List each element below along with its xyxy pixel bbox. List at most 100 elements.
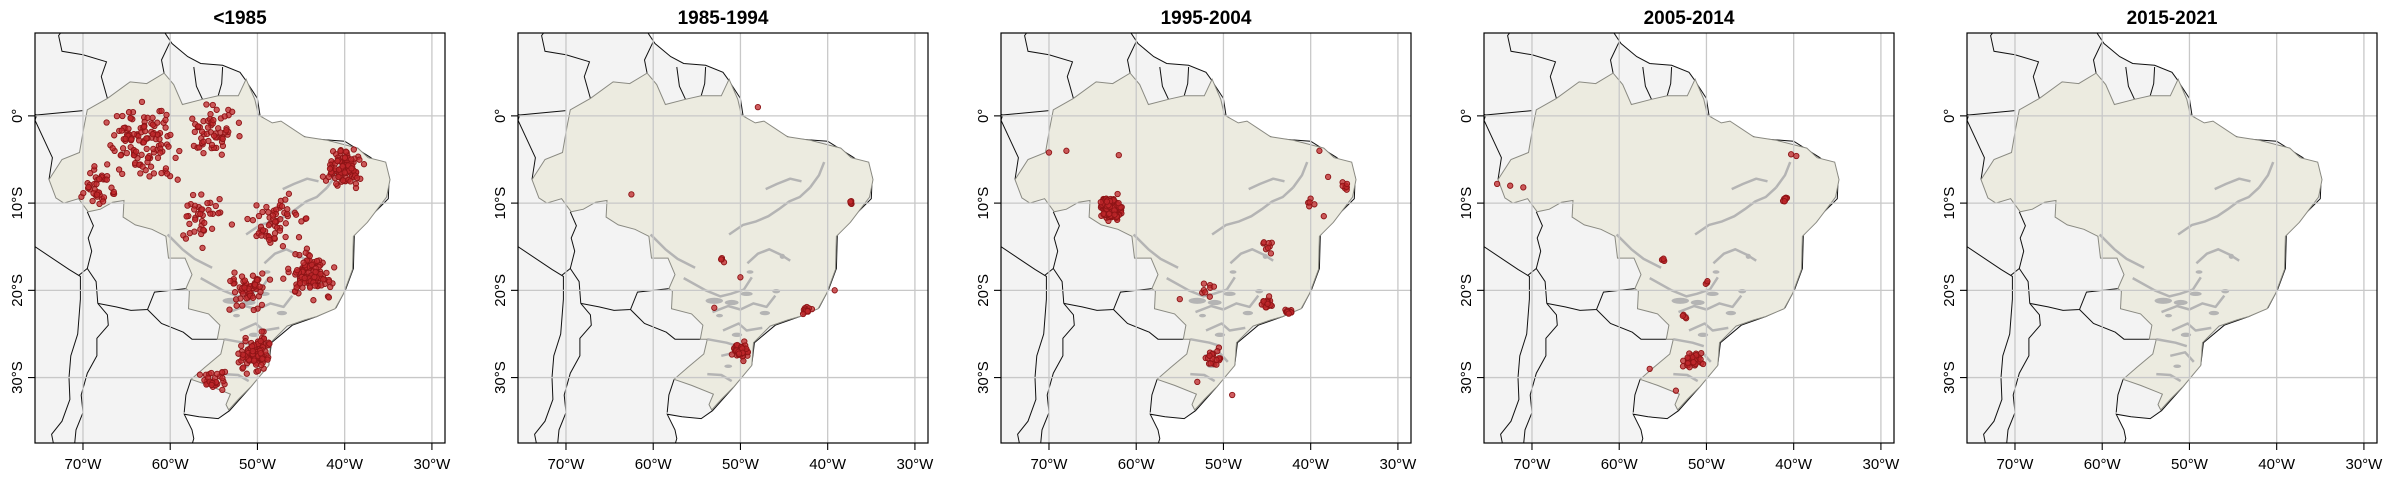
y-tick-label: 30°S bbox=[492, 361, 509, 394]
country-border bbox=[518, 110, 567, 180]
y-tick-label: 0° bbox=[1458, 109, 1475, 123]
reservoir bbox=[724, 299, 739, 306]
y-tick-label: 10°S bbox=[1458, 187, 1475, 220]
occurrence-point bbox=[138, 98, 146, 106]
y-tick-label: 10°S bbox=[492, 187, 509, 220]
pacific-coastline bbox=[1484, 246, 1530, 443]
occurrence-point bbox=[104, 161, 111, 168]
occurrence-point bbox=[96, 175, 103, 183]
occurrence-point bbox=[1679, 312, 1686, 319]
occurrence-point bbox=[1111, 211, 1118, 218]
river bbox=[765, 177, 802, 191]
river bbox=[1731, 177, 1768, 191]
occurrence-point bbox=[133, 148, 140, 155]
occurrence-point bbox=[113, 112, 121, 120]
occurrence-point bbox=[140, 123, 148, 130]
occurrence-point bbox=[331, 264, 338, 271]
occurrence-point bbox=[259, 355, 266, 362]
occurrence-point bbox=[295, 234, 303, 241]
reservoir bbox=[2173, 364, 2182, 368]
river bbox=[2170, 351, 2195, 363]
x-tick-label: 70°W bbox=[1997, 456, 2035, 473]
country-border bbox=[1642, 66, 1652, 100]
occurrence-point bbox=[89, 197, 96, 205]
river bbox=[2177, 186, 2261, 236]
reservoir bbox=[731, 332, 743, 338]
reservoir bbox=[2208, 310, 2220, 316]
occurrence-point bbox=[285, 265, 292, 272]
x-tick-label: 60°W bbox=[152, 456, 190, 473]
country-border bbox=[1484, 110, 1533, 180]
occurrence-point bbox=[278, 203, 286, 210]
occurrence-point bbox=[737, 274, 744, 281]
river bbox=[707, 372, 733, 383]
occurrence-point bbox=[111, 132, 118, 139]
country-border bbox=[2115, 379, 2124, 413]
country-border bbox=[1159, 66, 1169, 100]
occurrence-point bbox=[284, 206, 291, 213]
x-tick-label: 40°W bbox=[1775, 456, 1813, 473]
river bbox=[649, 233, 696, 269]
occurrence-point bbox=[339, 163, 346, 170]
reservoir bbox=[1712, 270, 1720, 274]
river bbox=[1205, 322, 1246, 332]
occurrence-point bbox=[326, 165, 334, 172]
occurrence-point bbox=[799, 310, 807, 318]
occurrence-point bbox=[154, 119, 161, 126]
reservoir bbox=[2228, 253, 2234, 259]
occurrence-point bbox=[200, 138, 207, 145]
panel-title: 2015-2021 bbox=[2127, 8, 2218, 29]
occurrence-point bbox=[198, 128, 206, 135]
occurrence-point bbox=[239, 290, 247, 297]
occurrence-point bbox=[257, 337, 264, 345]
occurrence-point bbox=[310, 297, 317, 304]
occurrence-point bbox=[174, 176, 181, 183]
country-border bbox=[2010, 211, 2026, 276]
occurrence-point bbox=[186, 230, 193, 237]
occurrence-point bbox=[127, 115, 134, 122]
country-border bbox=[1527, 211, 1543, 276]
reservoir bbox=[1706, 291, 1719, 297]
occurrence-point bbox=[158, 169, 165, 177]
occurrence-point bbox=[296, 280, 304, 287]
occurrence-point bbox=[249, 294, 257, 301]
river bbox=[1673, 337, 1705, 348]
river bbox=[2156, 337, 2188, 348]
river bbox=[2214, 177, 2251, 191]
country-border bbox=[580, 288, 669, 311]
occurrence-point bbox=[240, 364, 247, 371]
map-area bbox=[1967, 33, 2377, 443]
occurrence-point bbox=[1264, 300, 1271, 307]
occurrence-point bbox=[125, 125, 132, 132]
country-border bbox=[1666, 66, 1673, 96]
x-tick-label: 70°W bbox=[548, 456, 586, 473]
country-border bbox=[1113, 309, 1184, 340]
occurrence-point bbox=[1690, 359, 1697, 366]
occurrence-point bbox=[138, 151, 145, 158]
occurrence-point bbox=[162, 165, 170, 172]
occurrence-point bbox=[348, 156, 355, 163]
panel-title: <1985 bbox=[213, 8, 267, 29]
occurrence-point bbox=[292, 251, 299, 258]
occurrence-point bbox=[200, 149, 207, 157]
occurrence-point bbox=[266, 236, 273, 244]
river bbox=[1211, 186, 1295, 236]
river bbox=[224, 372, 250, 383]
occurrence-point bbox=[1507, 182, 1514, 189]
reservoir bbox=[2154, 297, 2172, 304]
map-panel: 70°W 60°W 50°W 40°W 30°W 0° 10°S 20°S 30°S 1995-2… bbox=[975, 8, 1417, 473]
occurrence-point bbox=[213, 106, 220, 113]
y-tick-label: 10°S bbox=[1941, 187, 1958, 220]
occurrence-point bbox=[1320, 213, 1327, 220]
reservoir bbox=[759, 310, 771, 316]
occurrence-point bbox=[103, 119, 110, 126]
occurrence-point bbox=[1214, 348, 1221, 355]
x-tick-label: 60°W bbox=[1601, 456, 1639, 473]
reservoir bbox=[740, 291, 753, 297]
reservoir bbox=[1188, 297, 1206, 304]
occurrence-point bbox=[254, 367, 262, 375]
reservoir bbox=[2189, 291, 2202, 297]
country-border bbox=[2079, 309, 2150, 340]
occurrence-point bbox=[119, 145, 127, 152]
occurrence-point bbox=[254, 276, 261, 284]
